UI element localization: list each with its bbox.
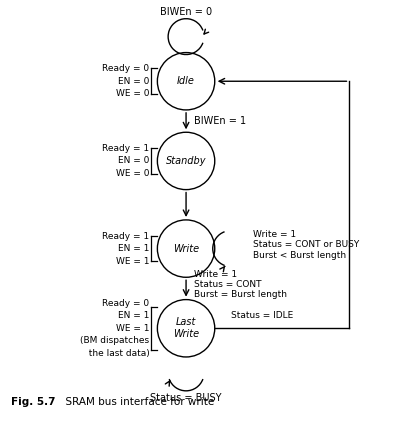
Circle shape xyxy=(158,53,215,110)
Circle shape xyxy=(158,220,215,277)
Circle shape xyxy=(158,299,215,357)
Text: Idle: Idle xyxy=(177,76,195,86)
Text: Write = 1
Status = CONT
Burst = Burst length: Write = 1 Status = CONT Burst = Burst le… xyxy=(194,269,287,299)
Text: Write: Write xyxy=(173,244,199,254)
Text: Ready = 1
EN = 0
WE = 0: Ready = 1 EN = 0 WE = 0 xyxy=(102,144,149,178)
Text: Ready = 0
EN = 1
WE = 1
(BM dispatches
  the last data): Ready = 0 EN = 1 WE = 1 (BM dispatches t… xyxy=(80,299,149,358)
Text: BIWEn = 0: BIWEn = 0 xyxy=(160,7,212,17)
Text: Status = BUSY: Status = BUSY xyxy=(150,393,222,403)
Text: Ready = 1
EN = 1
WE = 1: Ready = 1 EN = 1 WE = 1 xyxy=(102,232,149,266)
Text: Ready = 0
EN = 0
WE = 0: Ready = 0 EN = 0 WE = 0 xyxy=(102,64,149,98)
Text: Standby: Standby xyxy=(166,156,206,166)
Circle shape xyxy=(158,132,215,190)
Text: Fig. 5.7: Fig. 5.7 xyxy=(11,397,55,407)
Text: BIWEn = 1: BIWEn = 1 xyxy=(194,116,246,126)
Text: Write = 1
Status = CONT or BUSY
Burst < Burst length: Write = 1 Status = CONT or BUSY Burst < … xyxy=(252,230,359,260)
Text: SRAM bus interface for write: SRAM bus interface for write xyxy=(59,397,214,407)
Text: Last
Write: Last Write xyxy=(173,317,199,339)
Text: Status = IDLE: Status = IDLE xyxy=(231,311,293,320)
